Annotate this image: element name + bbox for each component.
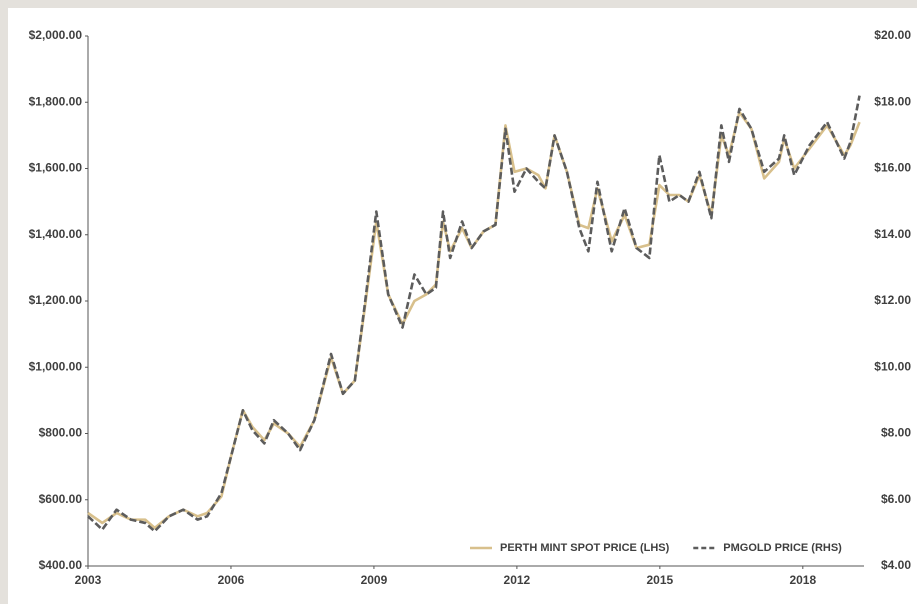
y-tick-label: $1,200.00 <box>29 293 83 307</box>
y2-tick-label: $20.00 <box>874 28 911 42</box>
y2-tick-label: $16.00 <box>874 161 911 175</box>
y-tick-label: $1,800.00 <box>29 94 83 108</box>
y-tick-label: $1,600.00 <box>29 161 83 175</box>
series-line <box>87 110 861 530</box>
y-tick-label: $2,000.00 <box>29 28 83 42</box>
y2-tick-label: $4.00 <box>881 558 911 572</box>
legend-label: PMGOLD PRICE (RHS) <box>723 542 842 554</box>
x-tick-label: 2012 <box>504 573 531 587</box>
y2-tick-label: $10.00 <box>874 359 911 373</box>
x-tick-label: 2003 <box>75 573 102 587</box>
series-line <box>87 95 861 533</box>
x-tick-label: 2015 <box>647 573 674 587</box>
y-tick-label: $1,000.00 <box>29 359 83 373</box>
y-tick-label: $1,400.00 <box>29 227 83 241</box>
x-tick-label: 2009 <box>361 573 388 587</box>
x-tick-label: 2018 <box>789 573 816 587</box>
y2-tick-label: $14.00 <box>874 227 911 241</box>
legend-label: PERTH MINT SPOT PRICE (LHS) <box>500 542 670 554</box>
chart: $400.00 $600.00 $800.00 $1,000.00 $1,200.00 $… <box>29 28 912 587</box>
y2-tick-label: $6.00 <box>881 492 911 506</box>
y2-tick-label: $12.00 <box>874 293 911 307</box>
y2-tick-label: $8.00 <box>881 426 911 440</box>
x-tick-label: 2006 <box>218 573 245 587</box>
y-tick-label: $600.00 <box>39 492 83 506</box>
y2-tick-label: $18.00 <box>874 94 911 108</box>
y-tick-label: $400.00 <box>39 558 83 572</box>
legend: PERTH MINT SPOT PRICE (LHS) PMGOLD PRICE … <box>470 542 842 554</box>
y-tick-label: $800.00 <box>39 426 83 440</box>
